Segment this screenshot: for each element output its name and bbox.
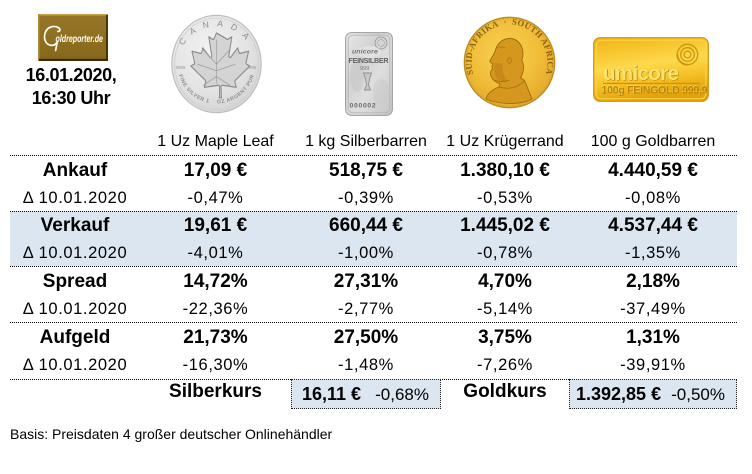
svg-text:umicore: umicore (603, 62, 679, 85)
svg-text:100g FEINGOLD 999,9: 100g FEINGOLD 999,9 (601, 85, 707, 97)
svg-text:999: 999 (360, 66, 369, 72)
svg-text:oldreporter.de: oldreporter.de (56, 34, 104, 45)
svg-text:FEINSILBER: FEINSILBER (349, 56, 390, 65)
svg-text:9999: 9999 (247, 65, 257, 70)
svg-text:unicore: unicore (352, 49, 378, 56)
svg-text:100g FEINGOLD 999,9: 100g FEINGOLD 999,9 (601, 84, 707, 96)
svg-text:9999: 9999 (176, 65, 186, 70)
svg-text:000002: 000002 (350, 103, 377, 110)
svg-text:umicore: umicore (604, 63, 680, 86)
